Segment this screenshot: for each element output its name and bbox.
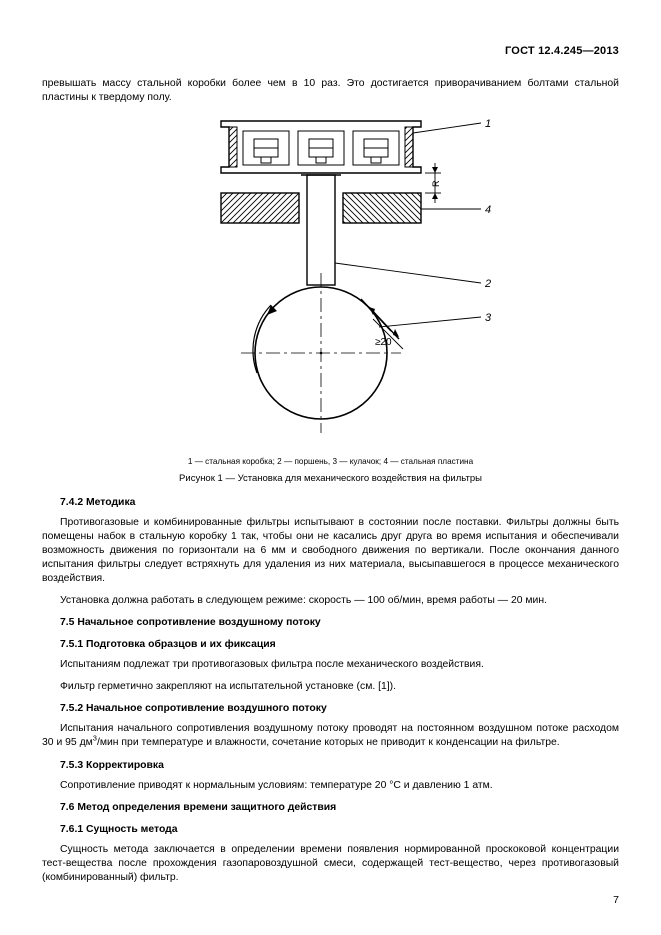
leader-2-label: 2 (484, 278, 491, 290)
section-7-5-1-title: 7.5.1 Подготовка образцов и их фиксация (42, 638, 619, 652)
section-7-5-2-p1: Испытания начального сопротивления возду… (42, 722, 619, 750)
document-id: ГОСТ 12.4.245—2013 (42, 44, 619, 59)
figure-caption: Рисунок 1 — Установка для механического … (42, 473, 619, 486)
dim-r-label: R (431, 180, 441, 187)
section-7-5-2-title: 7.5.2 Начальное сопротивление воздушного… (42, 702, 619, 716)
section-7-5-1-p2: Фильтр герметично закрепляют на испытате… (42, 680, 619, 694)
leader-1: 1 (413, 118, 491, 133)
figure-1: ≥20 R 1 4 (42, 113, 619, 448)
intro-paragraph: превышать массу стальной коробки более ч… (42, 77, 619, 105)
section-7-4-2-p1: Противогазовые и комбинированные фильтры… (42, 516, 619, 586)
leader-2: 2 (335, 263, 491, 290)
section-7-4-2-title: 7.4.2 Методика (42, 496, 619, 510)
leader-3-label: 3 (485, 312, 492, 324)
figure-legend: 1 — стальная коробка; 2 — поршень, 3 — к… (42, 456, 619, 467)
leader-4: 4 (421, 204, 491, 216)
cam (241, 273, 401, 433)
dim-r: R (425, 163, 441, 203)
section-7-5-1-p1: Испытаниям подлежат три противогазовых ф… (42, 658, 619, 672)
section-7-6-title: 7.6 Метод определения времени защитного … (42, 801, 619, 815)
dim-20-label: ≥20 (375, 337, 392, 348)
page: ГОСТ 12.4.245—2013 превышать массу сталь… (0, 0, 661, 935)
leader-4-label: 4 (485, 204, 491, 216)
section-7-5-3-title: 7.5.3 Корректировка (42, 759, 619, 773)
section-7-6-1-title: 7.6.1 Сущность метода (42, 823, 619, 837)
section-7-6-1-p1: Сущность метода заключается в определени… (42, 843, 619, 885)
leader-3: 3 (379, 312, 492, 327)
leader-1-label: 1 (485, 118, 491, 130)
section-7-5-3-p1: Сопротивление приводят к нормальным усло… (42, 779, 619, 793)
section-7-5-2-p1b: /мин при температуре и влажности, сочета… (97, 737, 560, 748)
steel-box (221, 121, 421, 173)
page-number: 7 (613, 893, 619, 907)
section-7-4-2-p2: Установка должна работать в следующем ре… (42, 594, 619, 608)
figure-1-svg: ≥20 R 1 4 (151, 113, 511, 443)
section-7-5-title: 7.5 Начальное сопротивление воздушному п… (42, 616, 619, 630)
piston (301, 175, 341, 285)
